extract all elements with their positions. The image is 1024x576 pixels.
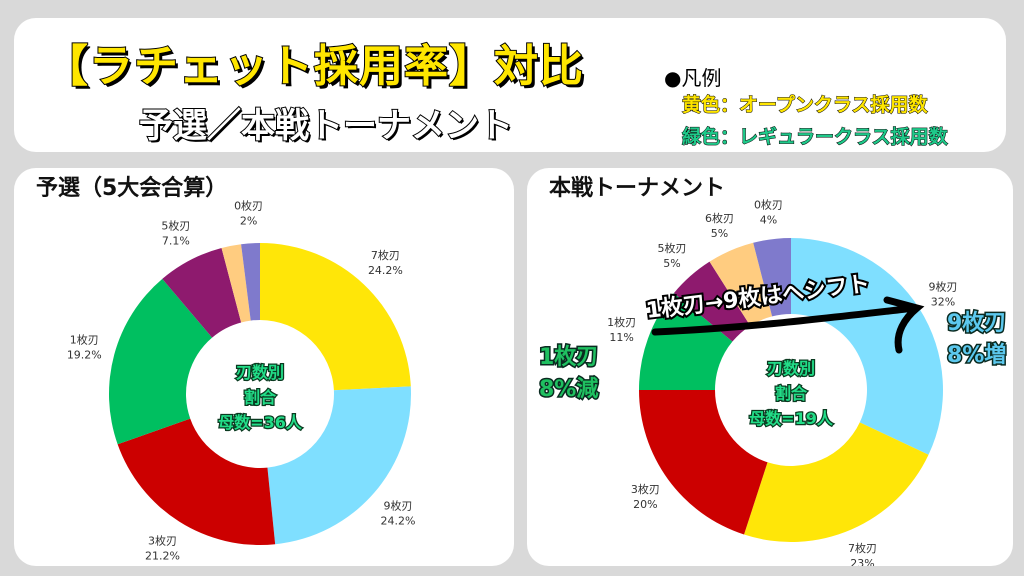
donut-slice [639,293,733,390]
donut-slice [673,261,751,342]
slice-label: 0枚刃 [754,197,783,211]
center-text: 割合 [244,388,277,407]
donut-slice [753,238,791,317]
slice-value-label: 7.1% [162,235,190,248]
slice-value-label: 20% [633,498,657,511]
slice-value-label: 32% [931,296,955,309]
slice-label: 9枚刃 [928,280,957,294]
decrease-annotation: 1枚刃 [539,344,598,370]
slice-value-label: 2% [240,214,257,227]
slice-value-label: 24.2% [381,515,416,528]
decrease-annotation: 8%減 [539,377,598,402]
page-subtitle: 予選／本戦トーナメント [138,105,514,147]
slice-label: 5枚刃 [161,219,190,233]
slice-label: 1枚刃 [70,333,99,347]
slice-label: 7枚刃 [848,541,877,555]
center-text: 割合 [775,384,808,403]
slice-label: 7枚刃 [371,248,400,262]
tournament-donut-chart: 9枚刃32%7枚刃23%3枚刃20%1枚刃11%5枚刃5%6枚刃5%0枚刃4%刃… [538,197,1008,566]
slice-label: 6枚刃 [705,211,734,225]
qualifier-donut-chart: 7枚刃 24.2% 9枚刃 24.2% 3枚刃 21.2% 1枚刃 19.2% 5枚刃 7.1% 0… [67,198,416,563]
slice-value-label: 23% [850,557,874,566]
slice-value-label: 4% [760,213,777,226]
donut-slice [267,386,412,545]
slice-label: 1枚刃 [607,315,636,329]
chart-title: 本戦トーナメント [549,176,726,201]
donut-slice [241,243,260,321]
chart-title: 予選（5大会合算） [36,176,228,201]
donut-slice [117,418,276,545]
increase-annotation: 8%増 [947,342,1006,368]
shift-arrow [651,296,925,354]
slice-value-label: 5% [663,257,680,270]
legend-yellow: 黄色：オープンクラス採用数 [681,94,928,117]
donut-slice [791,238,943,455]
donut-slice [709,242,773,326]
donut-slice [162,247,242,338]
slice-value-label: 24.2% [368,264,403,277]
tournament-chart-card: 本戦トーナメント 9枚刃 32% 7枚刃 23% 3枚刃 20% 1枚刃 11% 5枚刃 5% 6枚… [527,168,1013,566]
donut-slice [260,243,411,391]
slice-value-label: 19.2% [67,349,102,362]
legend-heading: ●凡例 [664,66,722,90]
legend-green: 緑色：レギュラークラス採用数 [682,126,949,149]
donut-slice [221,244,251,323]
increase-annotation: 9枚刃 [947,310,1006,336]
donut-slice [639,390,768,535]
center-text: 刃数別 [236,363,284,382]
slice-value-label: 5% [711,227,728,240]
slice-label: 9枚刃 [384,499,413,513]
center-text: 母数=36人 [218,413,303,432]
slice-label: 3枚刃 [631,482,660,496]
page-title: 【ラチェット採用率】対比 [43,40,584,93]
header-card: 【ラチェット採用率】対比 予選／本戦トーナメント ●凡例 黄色：オープンクラス採… [14,18,1006,152]
slice-value-label: 11% [609,331,633,344]
donut-slice [744,422,929,542]
slice-label: 3枚刃 [148,534,177,548]
slice-label: 5枚刃 [657,241,686,255]
center-text: 母数=19人 [749,409,834,428]
slice-value-label: 21.2% [145,550,180,563]
qualifier-chart-card: 予選（5大会合算） 7枚刃 24.2% 9枚刃 24.2% 3枚刃 21.2% 1枚刃 19.… [14,168,514,566]
center-text: 刃数別 [767,359,815,378]
slice-label: 0枚刃 [234,198,263,212]
donut-slice [109,278,213,445]
